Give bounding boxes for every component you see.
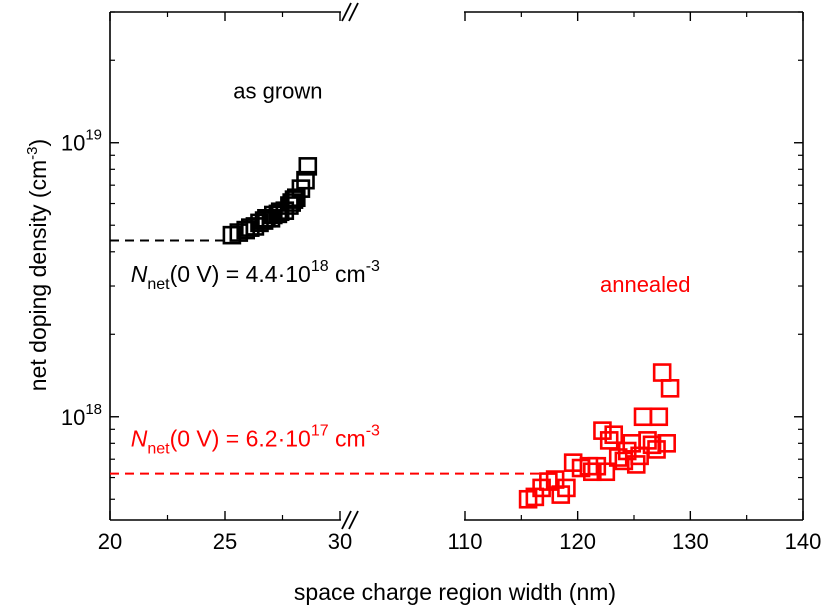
data-point — [652, 363, 672, 382]
data-point — [649, 407, 669, 427]
x-tick-label: 140 — [785, 529, 822, 554]
x-tick-label: 120 — [559, 529, 596, 554]
y-tick-label: 1018 — [61, 401, 102, 430]
x-tick-label: 25 — [213, 529, 237, 554]
as-grown-label: as grown — [233, 79, 322, 104]
x-tick-label: 30 — [328, 529, 352, 554]
data-point — [642, 435, 662, 455]
x-tick-label: 110 — [447, 529, 482, 554]
series-annealed — [518, 363, 680, 509]
data-point — [657, 434, 676, 453]
x-tick-label: 130 — [672, 529, 709, 554]
annealed-label: annealed — [600, 272, 691, 297]
data-point — [647, 440, 666, 459]
data-point — [551, 485, 571, 504]
data-point — [660, 379, 680, 398]
data-point — [298, 157, 318, 176]
data-point — [604, 425, 624, 445]
axis-break-mark — [341, 2, 352, 22]
chart-labels: space charge region width (nm) net dopin… — [24, 79, 691, 605]
data-point — [596, 462, 616, 482]
axis-break-mark — [348, 510, 359, 530]
series-as-grown — [222, 157, 318, 245]
y-axis-label: net doping density (cm-3) — [24, 139, 51, 391]
axis-break-mark — [341, 510, 352, 530]
axis-break-marks — [341, 2, 359, 530]
break-mask — [344, 510, 356, 530]
x-tick-label: 20 — [98, 529, 122, 554]
red-nnet-label: Nnet(0 V) = 6.2·1017 cm-3 — [131, 422, 380, 457]
data-series — [222, 157, 680, 509]
axis-break-mark — [348, 2, 359, 22]
data-point — [583, 462, 602, 482]
data-point — [557, 478, 576, 498]
x-axis-label: space charge region width (nm) — [294, 579, 616, 605]
break-mask — [344, 2, 356, 22]
data-point — [633, 407, 653, 427]
black-nnet-label: Nnet(0 V) = 4.4·1018 cm-3 — [131, 258, 380, 293]
y-tick-label: 1019 — [61, 127, 102, 156]
axis-ticks: 20 25 30 110 120 130 140 1018 1019 — [61, 11, 822, 554]
data-point — [296, 170, 315, 190]
reference-lines — [110, 239, 544, 475]
